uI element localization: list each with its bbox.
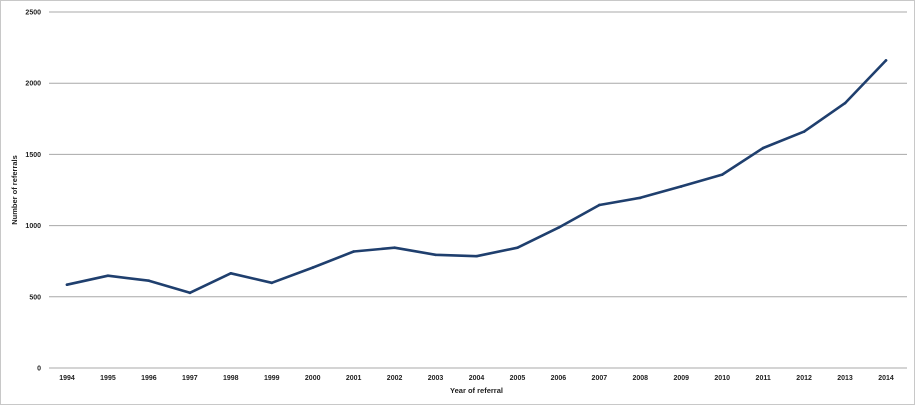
x-tick-label: 2005 [510, 375, 526, 382]
y-tick-label: 1000 [25, 223, 41, 230]
x-tick-label: 2014 [878, 375, 894, 382]
data-point [311, 266, 315, 269]
data-point [270, 281, 274, 285]
data-point [557, 226, 560, 230]
x-tick-label: 1995 [100, 375, 116, 382]
x-tick-label: 1994 [59, 375, 75, 382]
y-tick-label: 0 [37, 366, 41, 373]
x-tick-label: 2006 [551, 375, 567, 382]
x-tick-label: 2003 [428, 375, 444, 382]
x-axis-ticks: 1994 1995 1996 1997 1998 1999 2000 2001 2002 2003… [59, 375, 894, 382]
y-tick-label: 2500 [25, 10, 41, 17]
y-axis-ticks: 0 500 1000 1500 2000 2500 [25, 10, 41, 373]
series-layer [65, 59, 888, 295]
x-tick-label: 2007 [592, 375, 608, 382]
data-point [188, 291, 192, 295]
x-tick-label: 1999 [264, 375, 280, 382]
gridlines [49, 11, 907, 369]
data-point [843, 101, 847, 105]
x-tick-label: 2004 [469, 375, 485, 382]
x-tick-label: 2001 [346, 375, 362, 382]
data-point [761, 146, 765, 150]
x-tick-label: 2009 [673, 375, 689, 382]
data-point [516, 246, 519, 249]
data-point [229, 272, 233, 275]
data-point [147, 279, 151, 283]
series-line [65, 59, 888, 295]
x-tick-label: 2010 [714, 375, 730, 382]
data-point [475, 254, 478, 258]
y-tick-label: 500 [29, 294, 41, 301]
x-tick-label: 2002 [387, 375, 403, 382]
x-axis-title: Year of referral [450, 386, 503, 395]
data-point [884, 59, 888, 62]
y-tick-label: 2000 [25, 81, 41, 88]
y-axis-title: Number of referrals [10, 155, 19, 225]
data-point [679, 185, 683, 188]
data-point [598, 203, 601, 207]
y-tick-label: 1500 [25, 152, 41, 159]
data-point [434, 253, 437, 257]
data-point [802, 130, 806, 133]
data-point [106, 274, 110, 278]
x-tick-label: 2012 [796, 375, 812, 382]
x-tick-label: 1996 [141, 375, 157, 382]
data-point [65, 283, 69, 286]
x-tick-label: 2008 [633, 375, 649, 382]
x-tick-label: 2011 [756, 375, 771, 382]
x-tick-label: 1998 [223, 375, 239, 382]
x-tick-label: 2013 [837, 375, 853, 382]
x-tick-label: 2000 [305, 375, 321, 382]
data-point [720, 173, 724, 176]
data-point [352, 250, 355, 253]
x-tick-label: 1997 [182, 375, 198, 382]
data-point [393, 246, 396, 249]
data-point [639, 196, 642, 200]
